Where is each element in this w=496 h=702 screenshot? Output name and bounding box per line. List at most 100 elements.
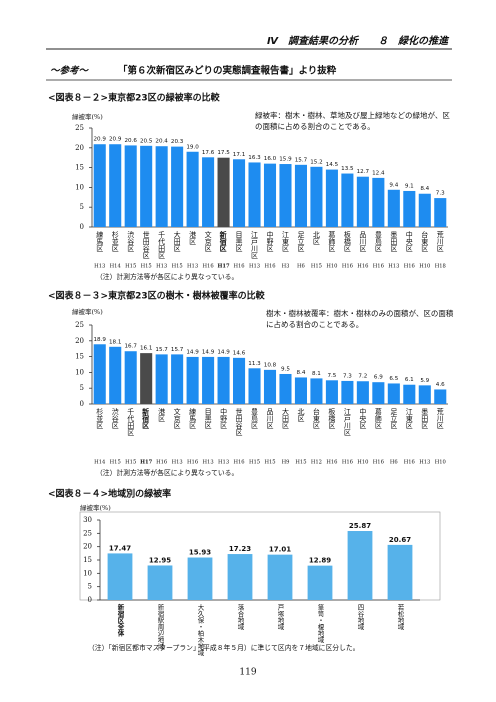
note: 樹木・樹林被覆率：樹木・樹林のみの面積が、区の面積に占める割合のことである。	[266, 309, 454, 329]
category-label: 渋谷区	[111, 407, 119, 429]
category-label: 江戸川区	[343, 408, 351, 436]
bar	[227, 554, 253, 600]
category-label: 中野区	[220, 407, 228, 429]
value-label: 17.23	[229, 545, 251, 553]
category-label: 目黒区	[235, 231, 243, 252]
bar	[155, 146, 168, 227]
bar	[217, 157, 230, 227]
bar	[233, 357, 246, 404]
bar	[387, 189, 400, 227]
survey-year: H13	[218, 460, 229, 466]
survey-year: H13	[419, 460, 430, 466]
chart-title: <図表８－４>地域別の緑被率	[48, 488, 171, 500]
category-label: 北区	[312, 231, 320, 245]
survey-year: H16	[404, 264, 415, 270]
category-label: 杉並区	[96, 407, 104, 429]
survey-year: H15	[249, 460, 260, 466]
bar	[356, 381, 369, 404]
survey-year: H10	[419, 264, 430, 270]
category-label: 練馬区	[96, 230, 104, 252]
y-tick-label: 10	[83, 569, 92, 577]
value-label: 13.5	[341, 166, 354, 172]
category-label: 中央区	[405, 230, 413, 252]
category-label: 港区	[158, 407, 166, 422]
y-axis-label: 緑被率(%)	[72, 112, 103, 121]
category-label: 戸塚地域	[276, 604, 284, 631]
bar	[109, 346, 122, 404]
survey-year: H15	[141, 264, 152, 270]
survey-year: H16	[156, 460, 167, 466]
category-label: 世田谷区	[142, 230, 150, 259]
note-box: 樹木・樹林被覆率：樹木・樹林のみの面積が、区の面積に占める割合のことである。	[266, 309, 454, 329]
survey-year: H15	[311, 264, 322, 270]
y-tick-label: 10	[75, 183, 84, 191]
bar	[403, 190, 416, 227]
survey-year: H16	[233, 264, 244, 270]
category-label: 千代田区	[158, 230, 166, 259]
y-tick-label: 5	[80, 384, 84, 392]
y-tick-label: 15	[75, 353, 84, 361]
value-label: 16.3	[248, 155, 261, 161]
category-label: 大久保・柏木地域	[196, 603, 204, 657]
value-label: 15.9	[279, 157, 292, 163]
value-label: 8.4	[297, 370, 306, 376]
bar	[233, 159, 246, 227]
value-label: 14.9	[186, 349, 199, 355]
bar	[434, 389, 447, 404]
category-label: 豊島区	[251, 407, 259, 429]
survey-year: H18	[435, 264, 446, 270]
y-tick-label: 25	[75, 321, 84, 329]
y-tick-label: 25	[83, 529, 92, 537]
bar	[202, 356, 215, 404]
bar	[171, 354, 184, 404]
category-label: 板橋区	[343, 230, 351, 252]
value-label: 14.6	[233, 350, 246, 356]
value-label: 14.5	[326, 162, 339, 168]
survey-year: H16	[187, 460, 198, 466]
bar	[140, 353, 153, 404]
y-tick-label: 5	[80, 203, 84, 211]
value-label: 20.9	[109, 137, 122, 143]
y-axis-label: 緑被率(%)	[72, 307, 103, 316]
bar	[341, 173, 354, 227]
category-label: 足立区	[390, 408, 398, 429]
y-tick-label: 20	[75, 144, 84, 152]
value-label: 4.6	[436, 382, 445, 388]
category-label: 新宿区	[219, 230, 228, 253]
value-label: 17.1	[233, 152, 246, 158]
category-label: 目黒区	[204, 408, 212, 429]
survey-year: H15	[110, 460, 121, 466]
y-tick-label: 15	[83, 556, 92, 564]
value-label: 16.1	[140, 346, 153, 352]
value-label: 20.5	[140, 138, 153, 144]
y-tick-label: 20	[75, 337, 84, 345]
value-label: 17.01	[269, 546, 291, 554]
survey-year: H13	[187, 264, 198, 270]
bar	[356, 176, 369, 227]
bar	[124, 351, 137, 404]
value-label: 7.2	[358, 374, 367, 380]
value-label: 7.5	[327, 373, 336, 379]
category-label: 江戸川区	[251, 231, 259, 259]
category-label: 北区	[297, 408, 305, 422]
category-label: 大田区	[173, 230, 181, 252]
bar	[155, 354, 168, 404]
category-label: 板橋区	[328, 407, 336, 429]
bar	[217, 356, 230, 404]
bar	[294, 164, 307, 227]
survey-year: H15	[172, 264, 183, 270]
category-label: 墨田区	[421, 408, 429, 429]
bar	[263, 369, 277, 404]
category-label: 新宿駅周辺地域	[156, 603, 164, 650]
value-label: 20.4	[155, 139, 168, 145]
survey-year: H13	[249, 264, 260, 270]
survey-year: H13	[203, 460, 214, 466]
survey-year: H16	[357, 264, 368, 270]
value-label: 20.3	[171, 139, 184, 145]
value-label: 8.1	[312, 371, 321, 377]
bar	[202, 157, 215, 227]
bar	[186, 356, 199, 404]
category-label: 世田谷区	[235, 407, 243, 436]
